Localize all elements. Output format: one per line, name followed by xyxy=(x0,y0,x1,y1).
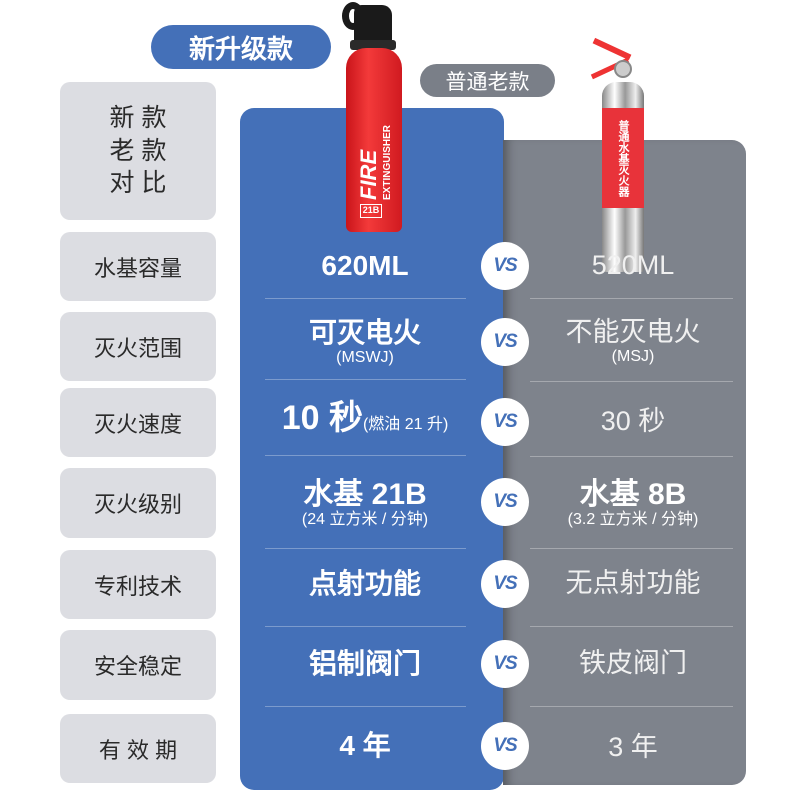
vs-badge: VS xyxy=(481,560,529,608)
row-label-capacity: 水基容量 xyxy=(60,232,216,301)
fire-label: FIRE xyxy=(356,149,381,200)
old-range: 不能灭电火 (MSJ) xyxy=(520,312,746,372)
row-label-safety: 安全稳定 xyxy=(60,630,216,700)
header-label: 新 款 老 款 对 比 xyxy=(60,82,216,220)
header-line: 老 款 xyxy=(109,136,167,165)
old-capacity: 520ML xyxy=(591,250,675,281)
new-class-main: 水基 21B xyxy=(303,477,427,511)
vs-badge: VS xyxy=(481,242,529,290)
row-label-range: 灭火范围 xyxy=(60,312,216,381)
old-validity: 3 年 xyxy=(608,732,658,763)
vs-badge: VS xyxy=(481,722,529,770)
new-range-main: 可灭电火 xyxy=(308,316,421,348)
new-speed-sub: (燃油 21 升) xyxy=(362,416,449,433)
new-speed-main: 10 秒 xyxy=(281,399,363,437)
new-model-badge: 新升级款 xyxy=(151,25,331,69)
new-validity: 4 年 xyxy=(339,729,391,761)
old-class-main: 水基 8B xyxy=(579,477,687,511)
vs-badge: VS xyxy=(481,318,529,366)
vs-badge: VS xyxy=(481,478,529,526)
old-patent: 无点射功能 xyxy=(565,568,701,599)
new-class-sub: (24 立方米 / 分钟) xyxy=(301,510,429,528)
new-extinguisher-image: FIRE EXTINGUISHER 21B xyxy=(338,0,413,235)
header-line: 新 款 xyxy=(109,104,167,133)
old-range-main: 不能灭电火 xyxy=(565,317,701,348)
new-speed: 10 秒 (燃油 21 升) xyxy=(240,399,490,444)
row-label-class: 灭火级别 xyxy=(60,468,216,538)
old-speed: 30 秒 xyxy=(600,406,666,437)
new-range-sub: (MSWJ) xyxy=(336,348,394,366)
new-patent: 点射功能 xyxy=(308,567,421,599)
new-capacity: 620ML xyxy=(321,249,409,281)
new-range: 可灭电火 (MSWJ) xyxy=(240,312,490,372)
vs-badge: VS xyxy=(481,398,529,446)
header-line: 对 比 xyxy=(109,169,167,198)
rating-label: 21B xyxy=(360,204,382,218)
row-label-validity: 有 效 期 xyxy=(60,714,216,783)
old-range-sub: (MSJ) xyxy=(611,348,655,366)
old-extinguisher-image: 普通水基灭火器 xyxy=(590,37,665,272)
new-class: 水基 21B (24 立方米 / 分钟) xyxy=(240,470,490,536)
row-label-speed: 灭火速度 xyxy=(60,388,216,457)
extinguisher-label: EXTINGUISHER xyxy=(382,124,393,200)
row-label-patent: 专利技术 xyxy=(60,550,216,619)
old-safety: 铁皮阀门 xyxy=(579,648,687,679)
vs-badge: VS xyxy=(481,640,529,688)
old-class: 水基 8B (3.2 立方米 / 分钟) xyxy=(520,470,746,536)
old-class-sub: (3.2 立方米 / 分钟) xyxy=(567,510,699,528)
old-model-badge: 普通老款 xyxy=(420,64,555,97)
old-extinguisher-label: 普通水基灭火器 xyxy=(602,108,644,208)
new-safety: 铝制阀门 xyxy=(308,647,421,679)
